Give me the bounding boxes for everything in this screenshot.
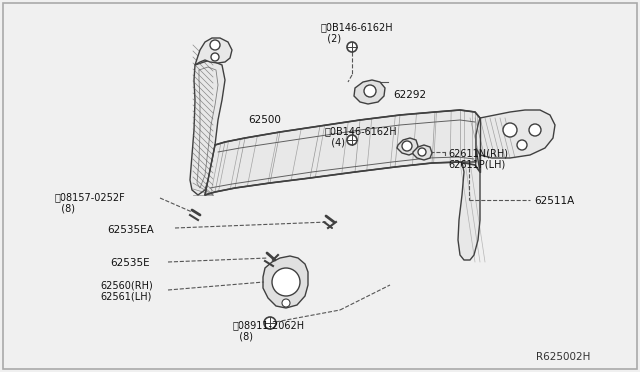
Polygon shape	[458, 148, 480, 260]
Polygon shape	[476, 110, 555, 158]
Text: 62292: 62292	[393, 90, 426, 100]
Circle shape	[364, 85, 376, 97]
Circle shape	[418, 148, 426, 156]
Circle shape	[347, 135, 357, 145]
Text: 62511A: 62511A	[534, 196, 574, 206]
Text: Ⓑ0B146-6162H
  (4): Ⓑ0B146-6162H (4)	[325, 126, 397, 148]
Circle shape	[211, 53, 219, 61]
Circle shape	[517, 140, 527, 150]
Polygon shape	[263, 256, 308, 308]
Text: 62560(RH)
62561(LH): 62560(RH) 62561(LH)	[100, 280, 153, 302]
Polygon shape	[190, 60, 225, 195]
Circle shape	[402, 141, 412, 151]
Text: 62500: 62500	[248, 115, 281, 125]
Polygon shape	[354, 80, 385, 104]
Circle shape	[272, 268, 300, 296]
Text: 62535E: 62535E	[110, 258, 150, 268]
Text: 62535EA: 62535EA	[107, 225, 154, 235]
Circle shape	[503, 123, 517, 137]
Polygon shape	[195, 38, 232, 65]
Circle shape	[529, 124, 541, 136]
Circle shape	[282, 299, 290, 307]
Text: R625002H: R625002H	[536, 352, 590, 362]
Polygon shape	[413, 145, 432, 160]
Text: Ⓑ08157-0252F
  (8): Ⓑ08157-0252F (8)	[55, 192, 125, 214]
Circle shape	[210, 40, 220, 50]
Text: Ⓑ0B146-6162H
  (2): Ⓑ0B146-6162H (2)	[321, 22, 394, 44]
Polygon shape	[397, 138, 418, 155]
Text: Ⓝ08911-2062H
  (8): Ⓝ08911-2062H (8)	[233, 320, 305, 341]
Circle shape	[264, 317, 276, 329]
Polygon shape	[205, 110, 480, 195]
Text: 62611N(RH)
62611P(LH): 62611N(RH) 62611P(LH)	[448, 148, 508, 170]
Circle shape	[347, 42, 357, 52]
